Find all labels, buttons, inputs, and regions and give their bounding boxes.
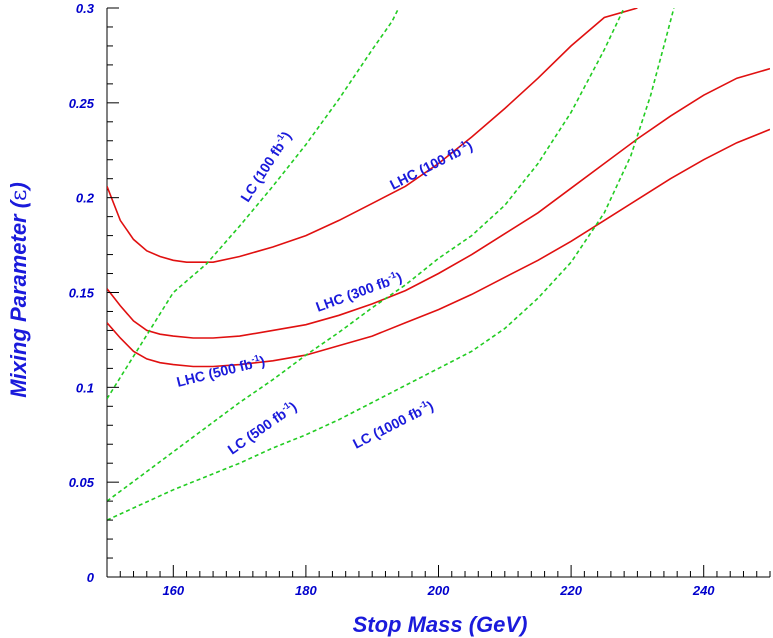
x-tick-label: 160: [162, 583, 184, 598]
x-tick-label: 220: [559, 583, 582, 598]
y-axis-title-symbol: ε: [7, 190, 32, 201]
curve-label-lhc-100-fb-1-: LHC (100 fb-1): [387, 136, 475, 192]
series-line-lhc-300-fb-1-: [107, 67, 770, 339]
y-tick-label: 0.05: [69, 475, 95, 490]
plot-frame: [106, 8, 770, 578]
y-tick-label: 0: [87, 570, 95, 585]
series-line-lc-100-fb-1-: [107, 8, 400, 400]
y-axis-title-close: ): [6, 182, 31, 191]
curve-label-lc-500-fb-1-: LC (500 fb-1): [224, 397, 300, 457]
x-axis-title: Stop Mass (GeV): [353, 612, 528, 637]
x-tick-label: 240: [692, 583, 715, 598]
curves: [107, 8, 770, 521]
y-axis-title-text: Mixing Parameter (: [6, 198, 31, 398]
y-tick-label: 0.15: [69, 286, 95, 301]
curve-label-lc-1000-fb-1-: LC (1000 fb-1): [350, 397, 436, 452]
axis-ticks: 160 180 200 220 240 0 0.05 0.1 0.15 0.2 0.25 0.3: [69, 1, 771, 598]
series-line-lc-1000-fb-1-: [107, 8, 675, 521]
curve-label-lhc-500-fb-1-: LHC (500 fb-1): [175, 352, 267, 390]
series-line-lhc-100-fb-1-: [107, 8, 638, 264]
x-tick-label: 180: [295, 583, 317, 598]
curve-label-lc-100-fb-1-: LC (100 fb-1): [236, 128, 294, 205]
x-tick-label: 200: [427, 583, 450, 598]
series-line-lc-500-fb-1-: [107, 8, 625, 502]
y-tick-label: 0.2: [76, 191, 95, 206]
curve-labels: LHC (100 fb-1)LHC (300 fb-1)LHC (500 fb-…: [175, 128, 475, 458]
y-tick-label: 0.25: [69, 96, 95, 111]
y-tick-label: 0.1: [76, 380, 94, 395]
y-axis-title: Mixing Parameter (ε): [6, 182, 32, 398]
series-line-lhc-500-fb-1-: [107, 128, 770, 368]
y-tick-label: 0.3: [76, 1, 95, 16]
